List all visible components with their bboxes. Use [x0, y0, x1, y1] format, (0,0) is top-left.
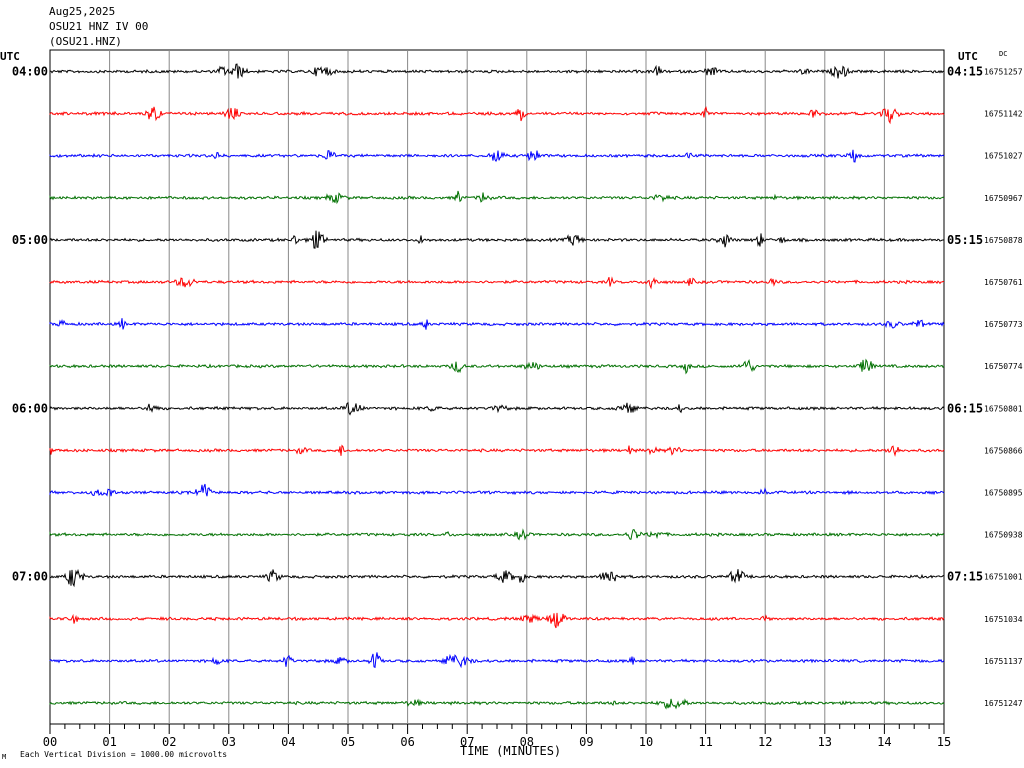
trace-end-time: 07:15: [947, 570, 983, 584]
trace-end-time: 05:15: [947, 233, 983, 247]
scale-note: Each Vertical Division = 1000.00 microvo…: [20, 750, 228, 759]
plot-frame: [49, 49, 945, 725]
x-tick-label: 11: [698, 735, 712, 749]
seismic-trace: [49, 230, 945, 249]
trace-start-time: 06:00: [12, 401, 48, 415]
x-tick-label: 14: [877, 735, 891, 749]
channel-label: (OSU21.HNZ): [49, 35, 122, 48]
seismic-trace: [49, 444, 945, 457]
seismic-trace: [49, 149, 945, 163]
trace-offset-value: 16751034: [984, 615, 1023, 624]
seismic-trace: [49, 63, 945, 79]
x-tick-label: 09: [579, 735, 593, 749]
trace-offset-value: 16750866: [984, 446, 1023, 455]
x-tick-label: 06: [400, 735, 414, 749]
trace-start-time: 04:00: [12, 65, 48, 79]
trace-offset-value: 16751257: [984, 68, 1023, 77]
trace-offset-value: 16750967: [984, 194, 1023, 203]
time-grid: [49, 49, 945, 725]
date-label: Aug25,2025: [49, 5, 116, 18]
x-tick-label: 01: [102, 735, 116, 749]
seismic-trace: [49, 358, 945, 375]
trace-offset-value: 16750878: [984, 236, 1023, 245]
trace-offset-value: 16750938: [984, 531, 1023, 540]
x-axis-title: TIME (MINUTES): [460, 744, 562, 758]
x-tick-label: 08: [520, 735, 534, 749]
trace-offset-value: 16750774: [984, 362, 1023, 371]
x-tick-label: 04: [281, 735, 295, 749]
x-tick-label: 10: [639, 735, 653, 749]
seismic-trace: [49, 401, 945, 416]
seismic-trace: [49, 318, 945, 330]
trace-offset-value: 16750761: [984, 278, 1023, 287]
trace-offset-value: 16751027: [984, 152, 1023, 161]
seismic-trace: [49, 612, 945, 629]
trace-offset-value: 16750773: [984, 320, 1023, 329]
seismic-trace: [49, 568, 945, 588]
x-tick-label: 00: [43, 735, 57, 749]
seismic-trace: [49, 190, 945, 205]
seismic-trace: [49, 483, 945, 497]
trace-offset-value: 16750895: [984, 489, 1023, 498]
x-tick-label: 12: [758, 735, 772, 749]
trace-offset-value: 16750801: [984, 404, 1023, 413]
x-tick-label: 03: [222, 735, 236, 749]
x-tick-label: 15: [937, 735, 951, 749]
trace-offset-value: 16751142: [984, 110, 1023, 119]
x-axis: 00 01 02 03 04 05 06 07 08 09 10 11 12 13 14 15: [43, 724, 951, 749]
seismic-trace: [49, 276, 945, 290]
x-tick-label: 07: [460, 735, 474, 749]
trace-end-time: 04:15: [947, 65, 983, 79]
trace-start-time: 07:00: [12, 570, 48, 584]
left-timezone-label: UTC: [0, 50, 20, 63]
corner-mark: M: [2, 753, 7, 761]
trace-end-time: 06:15: [947, 401, 983, 415]
seismic-trace: [49, 106, 945, 125]
trace-labels: 04:00 04:15 16751257 16751142 16751027 167509…: [12, 65, 1023, 709]
seismic-trace: [49, 652, 945, 669]
right-timezone-label: UTC: [958, 50, 978, 63]
seismic-traces: [49, 63, 945, 710]
trace-start-time: 05:00: [12, 233, 48, 247]
trace-offset-value: 16751247: [984, 699, 1023, 708]
x-tick-label: 13: [818, 735, 832, 749]
x-tick-label: 05: [341, 735, 355, 749]
plot-header: Aug25,2025 OSU21 HNZ IV 00 (OSU21.HNZ): [49, 4, 148, 49]
station-label: OSU21 HNZ IV 00: [49, 20, 149, 33]
trace-offset-value: 16751137: [984, 657, 1023, 666]
trace-offset-value: 16751001: [984, 573, 1023, 582]
dc-label: DC: [999, 50, 1008, 58]
seismic-trace: [49, 528, 945, 541]
x-tick-label: 02: [162, 735, 176, 749]
seismic-trace: [49, 698, 945, 710]
